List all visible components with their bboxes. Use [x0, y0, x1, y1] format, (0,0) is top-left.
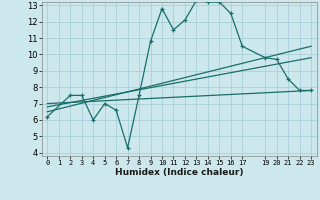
- X-axis label: Humidex (Indice chaleur): Humidex (Indice chaleur): [115, 168, 244, 177]
